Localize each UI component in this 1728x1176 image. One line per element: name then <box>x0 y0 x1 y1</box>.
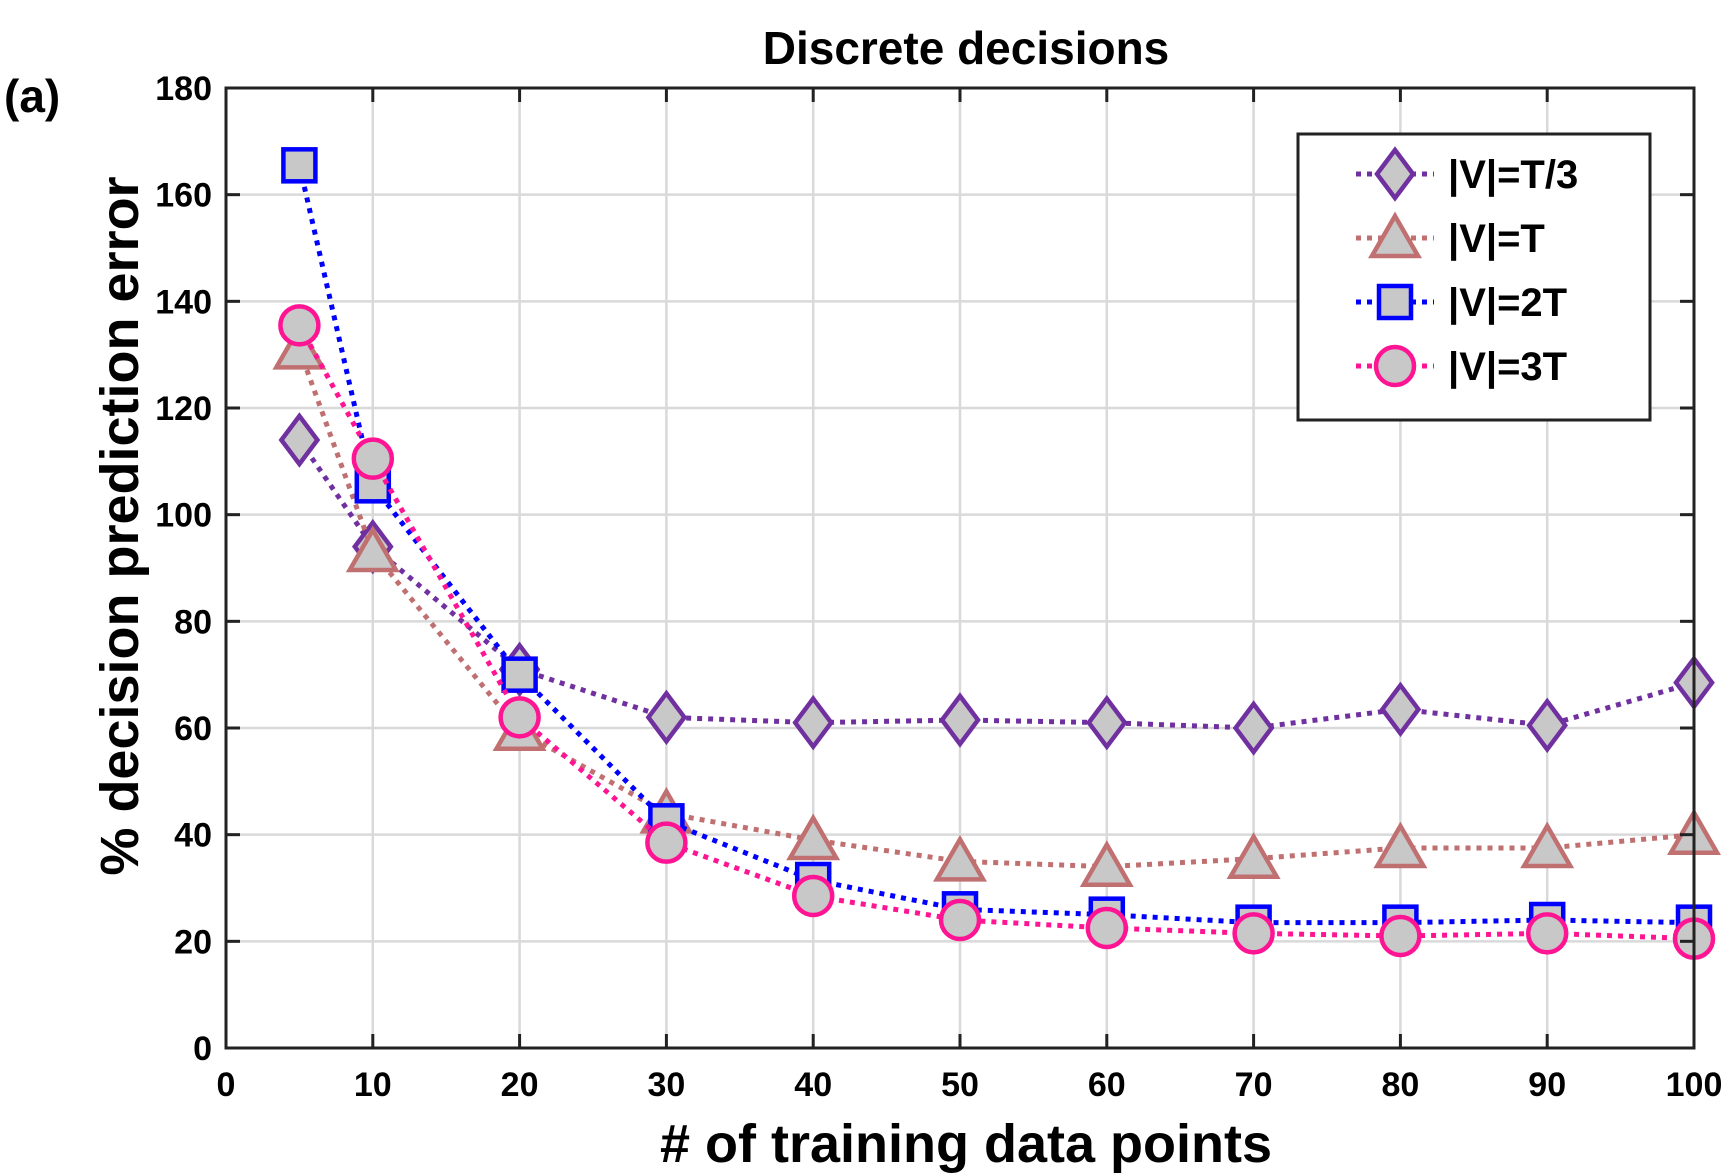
axes: 0 10 20 30 40 50 60 70 80 90 100 0 20 40 60 80 100 120 140… <box>155 70 1722 1104</box>
x-tick-label: 10 <box>354 1066 392 1104</box>
y-tick-label: 140 <box>155 283 212 321</box>
data-point <box>1526 697 1569 754</box>
data-point <box>1085 694 1128 751</box>
x-tick-label: 80 <box>1381 1066 1419 1104</box>
x-tick-label: 60 <box>1088 1066 1126 1104</box>
legend-label: |V|=T/3 <box>1448 153 1578 197</box>
y-tick-label: 160 <box>155 177 212 215</box>
x-tick-label: 50 <box>941 1066 979 1104</box>
legend-marker <box>1373 344 1417 388</box>
data-point <box>791 874 835 918</box>
x-tick-label: 20 <box>501 1066 539 1104</box>
y-axis-label: % decision prediction error <box>90 176 150 875</box>
legend-marker <box>1368 211 1422 259</box>
data-point <box>501 656 538 693</box>
x-axis-label: # of training data points <box>660 1114 1272 1174</box>
x-tick-label: 0 <box>217 1066 236 1104</box>
data-point <box>1226 832 1281 879</box>
data-point <box>351 437 395 480</box>
x-tick-label: 30 <box>647 1066 685 1104</box>
y-tick-label: 120 <box>155 390 212 428</box>
y-tick-label: 60 <box>174 710 212 748</box>
y-tick-label: 0 <box>193 1030 212 1068</box>
data-point <box>281 147 318 184</box>
legend-entry-3: |V|=2T <box>1356 281 1567 325</box>
legend-box <box>1296 132 1652 422</box>
data-point <box>938 898 982 942</box>
series-line <box>296 164 1695 926</box>
data-point <box>278 304 321 347</box>
data-point <box>1379 681 1422 738</box>
data-point <box>1232 700 1275 756</box>
x-tick-label: 40 <box>794 1066 832 1104</box>
data-point <box>1232 912 1275 955</box>
data-point <box>345 525 400 573</box>
panel-label: (a) <box>4 70 60 122</box>
data-point <box>1525 912 1569 955</box>
data-point <box>792 694 835 751</box>
series-line <box>297 438 1695 731</box>
legend-entry-2: |V|=T <box>1356 211 1545 261</box>
data-point <box>645 689 688 746</box>
data-point <box>1085 906 1129 950</box>
legend-marker <box>1374 146 1416 202</box>
y-tick-label: 100 <box>155 497 212 535</box>
y-tick-label: 80 <box>174 603 212 641</box>
data-point <box>786 813 841 861</box>
y-tick-label: 20 <box>174 923 212 961</box>
data-point <box>278 412 321 468</box>
legend-entry-1: |V|=T/3 <box>1356 146 1578 202</box>
y-tick-label: 180 <box>155 70 212 108</box>
legend: |V|=T/3 |V|=T |V|=2T |V|=3T <box>1296 132 1652 422</box>
x-tick-label: 70 <box>1235 1066 1273 1104</box>
x-tick-label: 90 <box>1528 1066 1566 1104</box>
legend-entry-4: |V|=3T <box>1356 344 1567 389</box>
chart-title: Discrete decisions <box>763 22 1170 74</box>
data-point <box>939 692 981 748</box>
legend-label: |V|=3T <box>1448 345 1567 389</box>
x-tick-label: 100 <box>1666 1066 1723 1104</box>
y-tick-label: 40 <box>174 817 212 855</box>
legend-marker <box>1376 283 1414 321</box>
data-point <box>1373 821 1428 869</box>
data-point <box>1520 821 1575 869</box>
data-point <box>933 834 987 882</box>
data-point <box>645 821 688 864</box>
data-point <box>498 696 541 739</box>
data-point <box>1079 840 1134 887</box>
legend-label: |V|=2T <box>1448 281 1567 325</box>
data-point <box>1379 914 1422 958</box>
series-4 <box>278 304 1716 960</box>
legend-label: |V|=T <box>1448 217 1545 261</box>
